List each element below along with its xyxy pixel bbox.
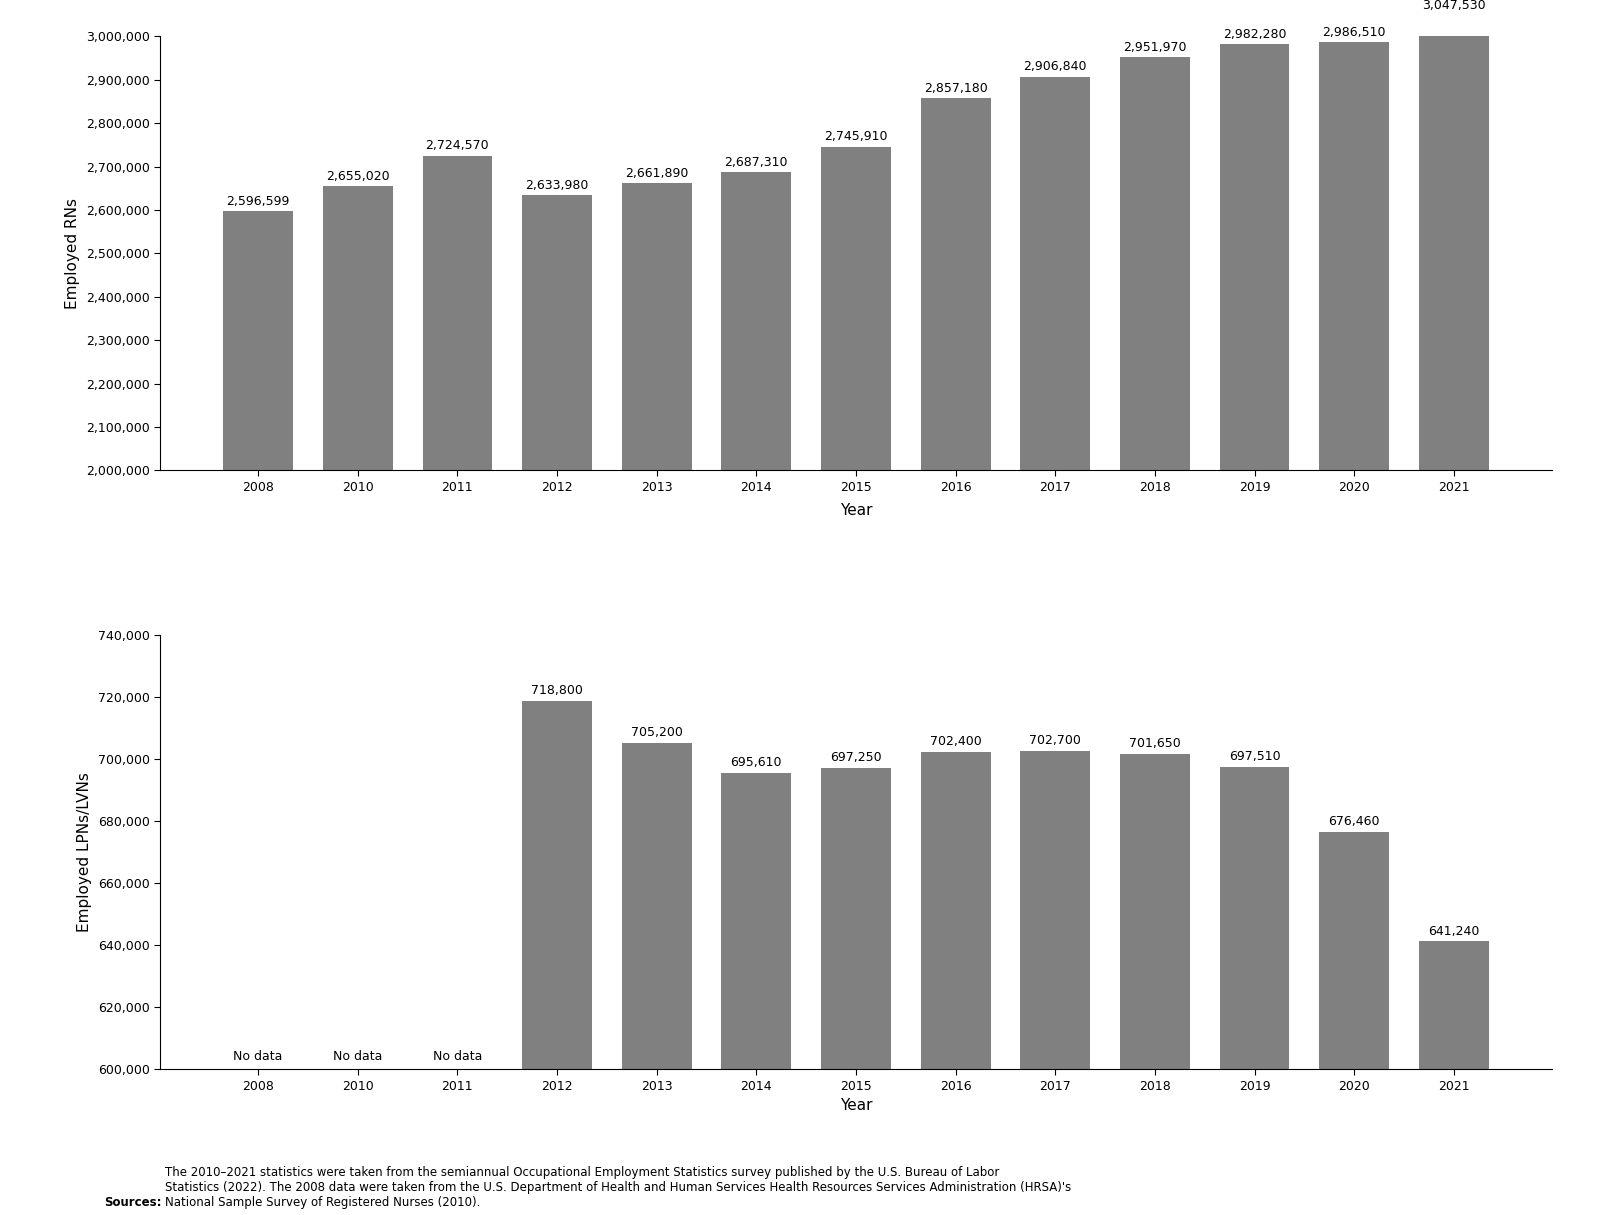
Bar — [622, 744, 691, 1069]
Text: No data: No data — [234, 1050, 283, 1063]
Text: 2,661,890: 2,661,890 — [626, 166, 688, 180]
Text: 718,800: 718,800 — [531, 684, 582, 697]
Bar — [1419, 16, 1488, 1215]
Text: 3,047,530: 3,047,530 — [1422, 0, 1486, 12]
Bar — [821, 768, 891, 1069]
Bar — [1120, 755, 1190, 1069]
Bar — [1219, 44, 1290, 1215]
Bar — [920, 752, 990, 1069]
X-axis label: Year: Year — [840, 1098, 872, 1113]
Text: 2,655,020: 2,655,020 — [326, 170, 390, 182]
Text: No data: No data — [432, 1050, 482, 1063]
Bar — [422, 156, 493, 1215]
Text: Year: Year — [840, 503, 872, 518]
Bar — [323, 186, 392, 1215]
Bar — [1021, 751, 1090, 1069]
Bar — [1219, 767, 1290, 1069]
Y-axis label: Employed LPNs/LVNs: Employed LPNs/LVNs — [77, 773, 93, 932]
Bar — [622, 183, 691, 1215]
Text: 701,650: 701,650 — [1130, 738, 1181, 751]
Text: 2,982,280: 2,982,280 — [1222, 28, 1286, 40]
Text: 695,610: 695,610 — [731, 756, 782, 769]
Bar — [522, 196, 592, 1215]
Text: 702,700: 702,700 — [1029, 734, 1082, 747]
Text: 697,510: 697,510 — [1229, 750, 1280, 763]
Text: Sources:: Sources: — [104, 1196, 162, 1209]
Text: 2,633,980: 2,633,980 — [525, 179, 589, 192]
Bar — [1320, 43, 1389, 1215]
Bar — [224, 211, 293, 1215]
Bar — [722, 773, 792, 1069]
Text: 705,200: 705,200 — [630, 727, 683, 740]
Text: 2,687,310: 2,687,310 — [725, 156, 789, 169]
Text: The 2010–2021 statistics were taken from the semiannual Occupational Employment : The 2010–2021 statistics were taken from… — [165, 1166, 1070, 1209]
Text: 641,240: 641,240 — [1429, 925, 1480, 938]
Bar — [1120, 57, 1190, 1215]
Text: 2,951,970: 2,951,970 — [1123, 41, 1187, 53]
Bar — [722, 173, 792, 1215]
Text: 702,400: 702,400 — [930, 735, 981, 748]
Text: 2,745,910: 2,745,910 — [824, 130, 888, 143]
Text: 676,460: 676,460 — [1328, 815, 1379, 829]
Text: 2,906,840: 2,906,840 — [1024, 61, 1086, 73]
Text: 697,250: 697,250 — [830, 751, 882, 764]
Bar — [1021, 77, 1090, 1215]
Text: 2,724,570: 2,724,570 — [426, 140, 490, 153]
Text: No data: No data — [333, 1050, 382, 1063]
Bar — [522, 701, 592, 1069]
Y-axis label: Employed RNs: Employed RNs — [66, 198, 80, 309]
Text: 2,986,510: 2,986,510 — [1323, 26, 1386, 39]
Bar — [1419, 942, 1488, 1069]
Bar — [821, 147, 891, 1215]
Bar — [920, 98, 990, 1215]
Text: 2,596,599: 2,596,599 — [227, 196, 290, 208]
Text: 2,857,180: 2,857,180 — [923, 81, 987, 95]
Bar — [1320, 832, 1389, 1069]
